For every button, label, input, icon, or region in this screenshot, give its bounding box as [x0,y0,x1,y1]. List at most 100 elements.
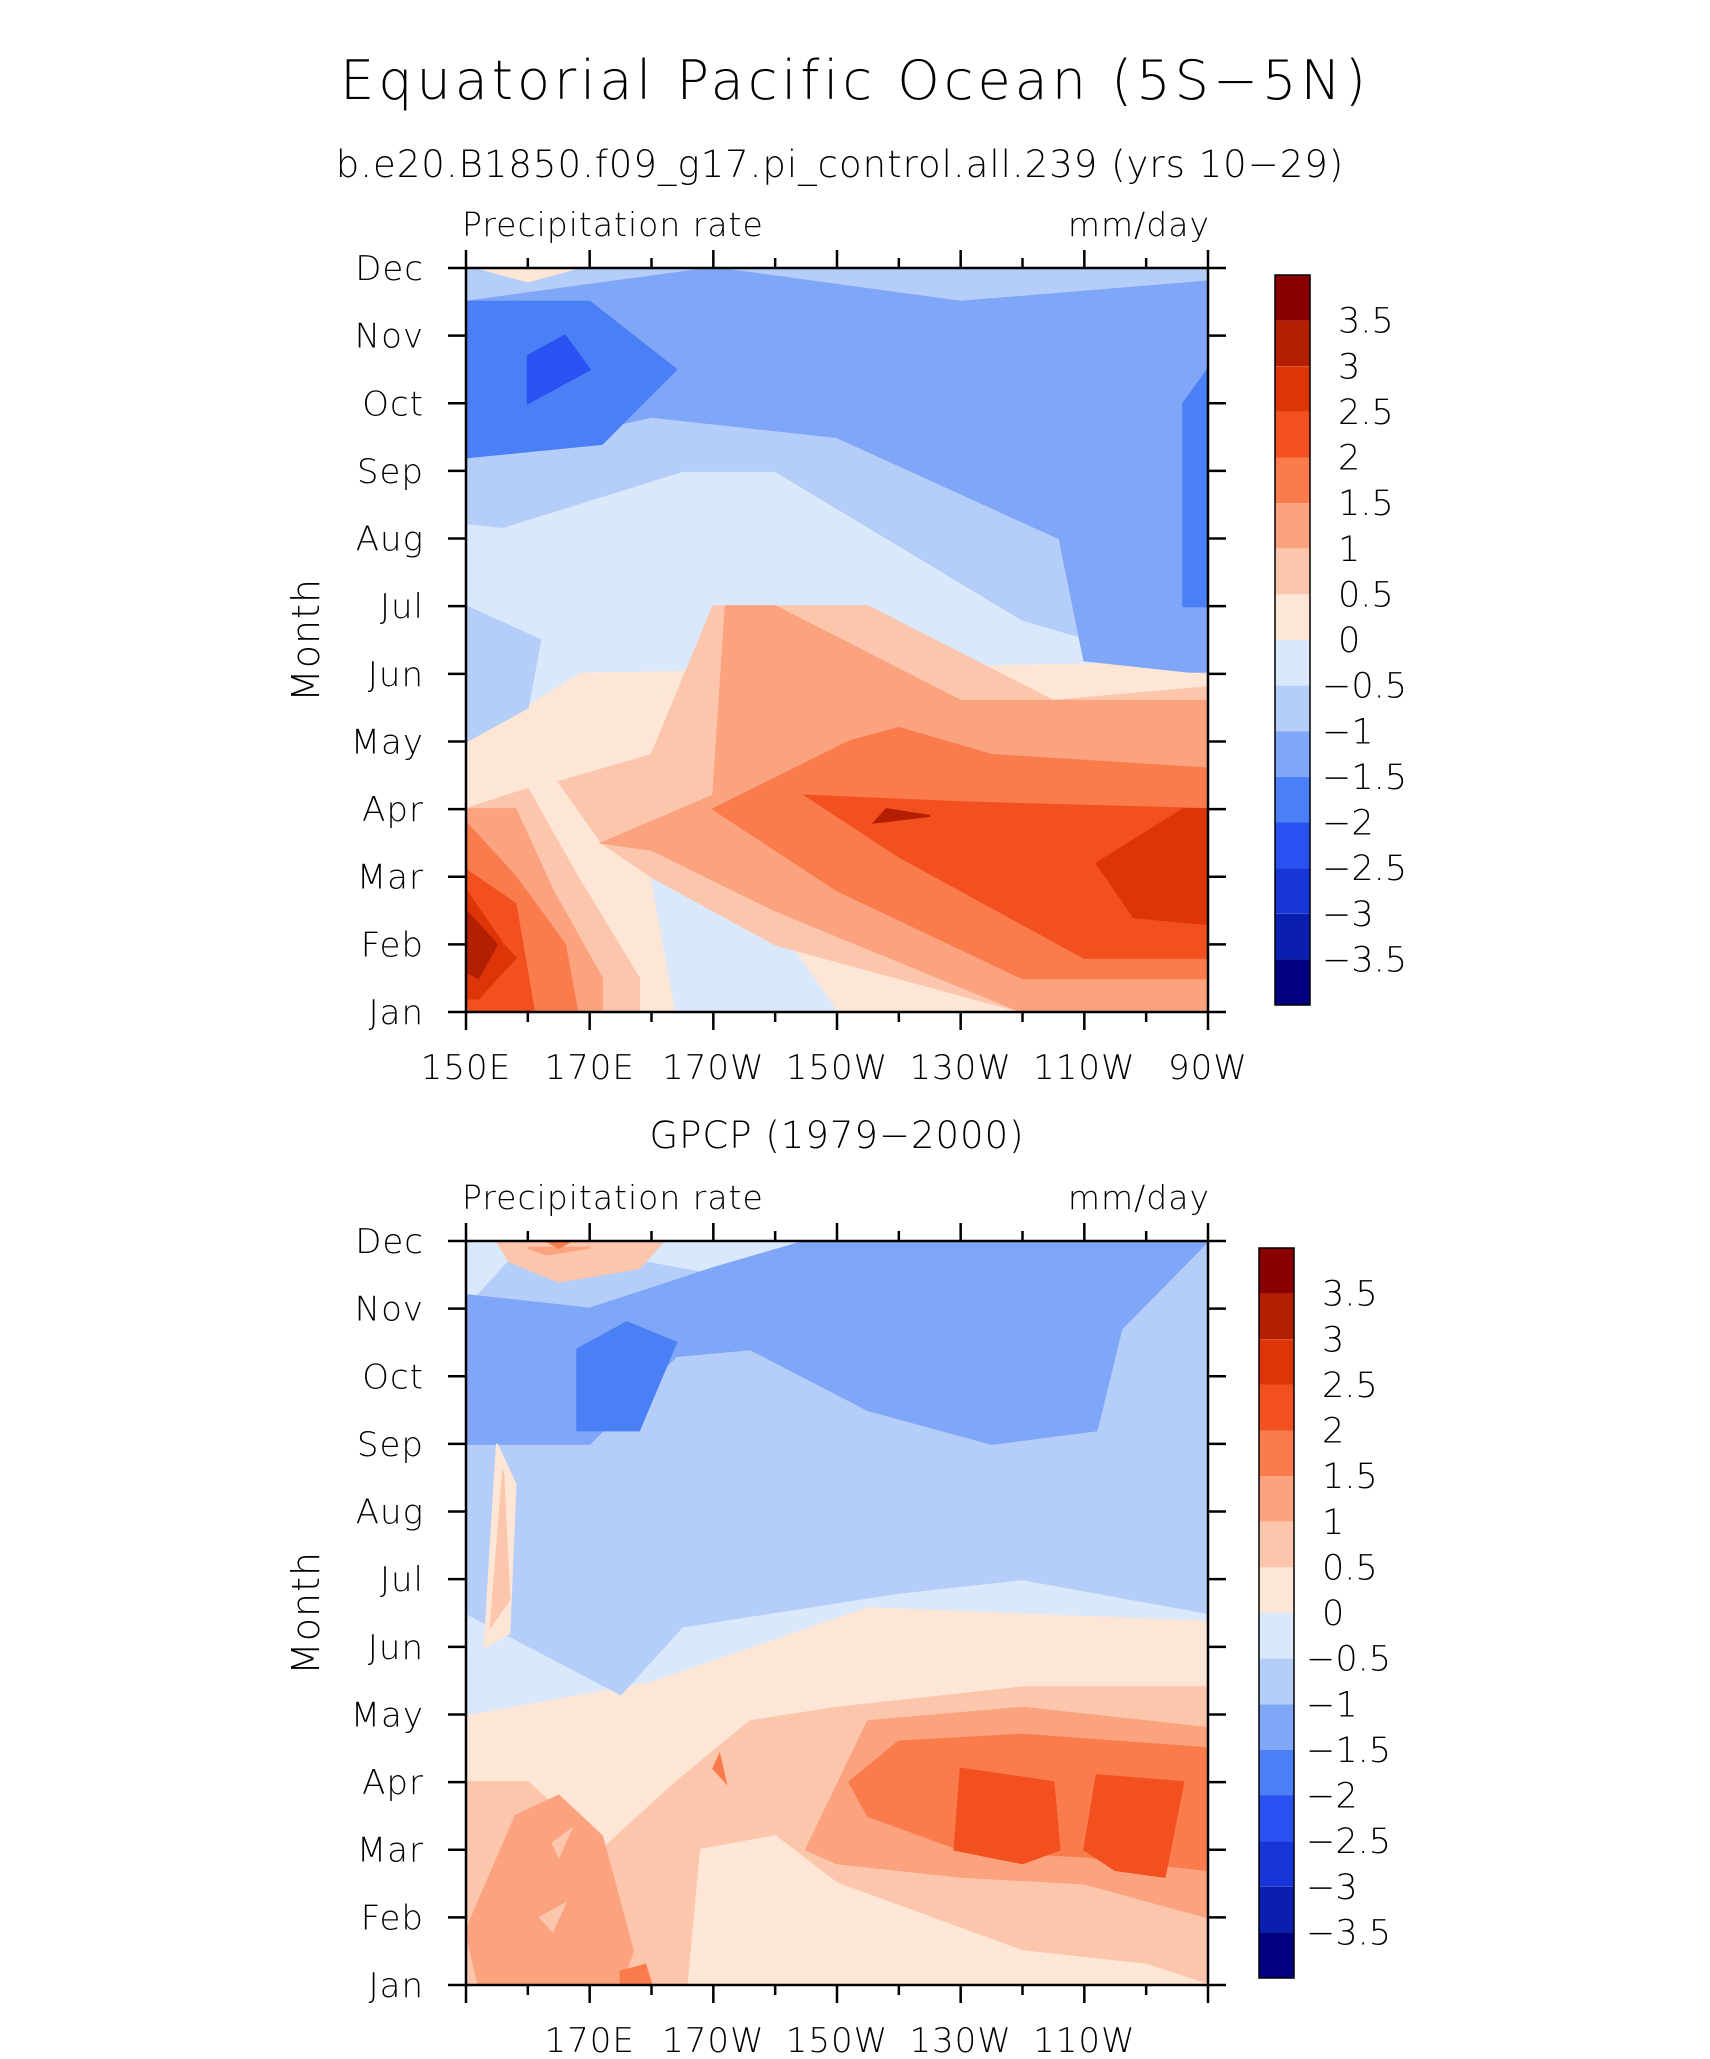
colorbar-label: −3.5 [1322,940,1407,980]
colorbar-swatch [1275,640,1310,686]
contour-region [651,1835,1208,1985]
colorbar-swatch [1259,1567,1294,1613]
variable-label: Precipitation rate [462,1178,764,1217]
y-tick-label: Aug [356,520,424,560]
y-tick-label: Jul [380,1560,424,1600]
contour-field [466,1241,1208,1985]
colorbar-label: −0.5 [1306,1640,1391,1680]
x-tick-label: 150E [421,1048,511,1088]
colorbar-swatch [1275,275,1310,321]
x-tick-label: 130W [909,2021,1012,2059]
colorbar-label: 3 [1322,1320,1344,1360]
colorbar-label: −3.5 [1306,1913,1391,1953]
colorbar-label: 3 [1338,347,1360,387]
colorbar-label: 3.5 [1338,302,1394,342]
colorbar-swatch [1259,1430,1294,1477]
colorbar-label: 0.5 [1322,1548,1378,1588]
contour-region [466,605,542,743]
contour-layers [466,268,1208,1012]
y-tick-label: Sep [357,1425,424,1465]
contour-region [466,1794,635,1985]
y-tick-label: Nov [355,1290,424,1330]
panel-title: GPCP (1979−2000) [649,1114,1024,1157]
colorbar-swatch [1259,1613,1294,1659]
y-tick-label: Mar [357,858,424,898]
y-tick-label: Dec [355,1222,424,1262]
colorbar-swatch [1275,411,1310,458]
contour-region [802,794,1208,959]
colorbar-label: −1.5 [1322,758,1407,798]
colorbar-label: 3.5 [1322,1275,1378,1315]
colorbar-label: −1.5 [1306,1731,1391,1771]
colorbar-label: 0.5 [1338,575,1394,615]
y-tick-label: Apr [362,790,424,830]
y-tick-label: Apr [362,1763,424,1803]
x-tick-label: 150W [786,2021,889,2059]
contour-region [1095,808,1208,926]
x-tick-label: 170E [544,2021,634,2059]
colorbar-swatch [1259,1749,1294,1796]
colorbar-swatch [1275,594,1310,640]
colorbar-swatch [1259,1339,1294,1385]
colorbar-swatch [1275,822,1310,869]
x-tick-label: 110W [1033,2021,1136,2059]
contour-region [526,334,592,405]
panel-model: Jan Feb Mar Apr May Jun Jul Aug Sep Oct Nov Dec 150E… [284,143,1407,1088]
colorbar-swatch [1275,366,1310,412]
colorbar-swatch [1259,1704,1294,1750]
x-tick-label: 150W [786,1048,889,1088]
y-tick-label: Oct [362,384,424,424]
y-tick-label: Jun [368,655,424,695]
contour-region [1182,367,1208,608]
colorbar: 3.5 3 2.5 2 1.5 1 0.5 0 −0.5 −1 −1.5 −2 −2.5 −3 −3.5 [1258,1247,1391,1979]
contour-region [953,1767,1061,1865]
colorbar-swatch [1259,1384,1294,1431]
y-tick-label: Mar [357,1831,424,1871]
colorbar-label: −1 [1322,712,1374,752]
colorbar-label: −1 [1306,1685,1358,1725]
y-tick-label: Feb [361,925,424,965]
colorbar-label: 2.5 [1322,1366,1378,1406]
y-axis-label: Month [284,1551,328,1675]
panel-gpcp: Jan Feb Mar Apr May Jun Jul Aug Sep Oct Nov Dec 170E… [284,1114,1391,2059]
colorbar-label: −3 [1322,895,1374,935]
contour-field [466,268,1208,1012]
y-tick-label: Feb [361,1898,424,1938]
y-tick-label: Dec [355,249,424,289]
y-tick-label: Nov [355,317,424,357]
y-tick-label: Jun [368,1628,424,1668]
colorbar-frame [1274,274,1311,1006]
contour-region [478,268,578,283]
colorbar-label: 1 [1322,1503,1344,1543]
colorbar-swatch [1275,503,1310,549]
colorbar-label: 2 [1322,1412,1344,1452]
x-tick-label: 110W [1033,1048,1136,1088]
units-label: mm/day [1068,205,1210,244]
colorbar-swatch [1259,1932,1294,1978]
colorbar-label: 2.5 [1338,393,1394,433]
colorbar-swatch [1275,731,1310,777]
colorbar-label: 1.5 [1338,484,1394,524]
units-label: mm/day [1068,1178,1210,1217]
y-tick-label: Jan [369,1966,424,2006]
panel-title: b.e20.B1850.f09_g17.pi_control.all.239 (… [336,143,1345,187]
x-tick-label: 90W [1168,1048,1248,1088]
colorbar-label: −0.5 [1322,667,1407,707]
axes: Jan Feb Mar Apr May Jun Jul Aug Sep Oct Nov Dec 150E… [284,205,1248,1088]
colorbar-swatch [1275,959,1310,1005]
x-tick-label: 170W [662,2021,765,2059]
contour-region [551,1826,574,1859]
colorbar-label: 1 [1338,530,1360,570]
colorbar-swatch [1275,776,1310,823]
contour-region [466,1241,1208,1445]
colorbar-label: 1.5 [1322,1457,1378,1497]
y-tick-label: Oct [362,1357,424,1397]
contour-region [466,909,499,980]
colorbar-swatch [1275,457,1310,504]
colorbar-label: −2 [1322,804,1374,844]
colorbar-frame [1258,1247,1295,1979]
colorbar-swatch [1275,913,1310,960]
contour-region [619,1963,653,1985]
y-tick-label: May [351,722,424,762]
